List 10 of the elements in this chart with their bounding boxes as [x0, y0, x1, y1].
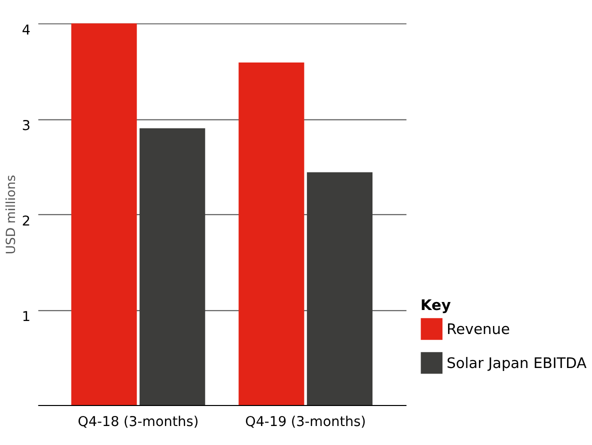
y-tick-label: 1 — [22, 308, 31, 325]
y-axis-title: USD millions — [3, 175, 18, 254]
y-tick-label: 2 — [22, 213, 31, 230]
x-tick-label: Q4-19 (3-months) — [245, 414, 366, 430]
y-tick-label: 4 — [22, 22, 31, 38]
x-tick-label: Q4-18 (3-months) — [78, 414, 199, 430]
legend-label: Revenue — [446, 322, 510, 338]
legend-label: Solar Japan EBITDA — [446, 356, 587, 372]
y-tick-label: 3 — [22, 118, 31, 134]
legend-title: Key — [420, 298, 452, 314]
